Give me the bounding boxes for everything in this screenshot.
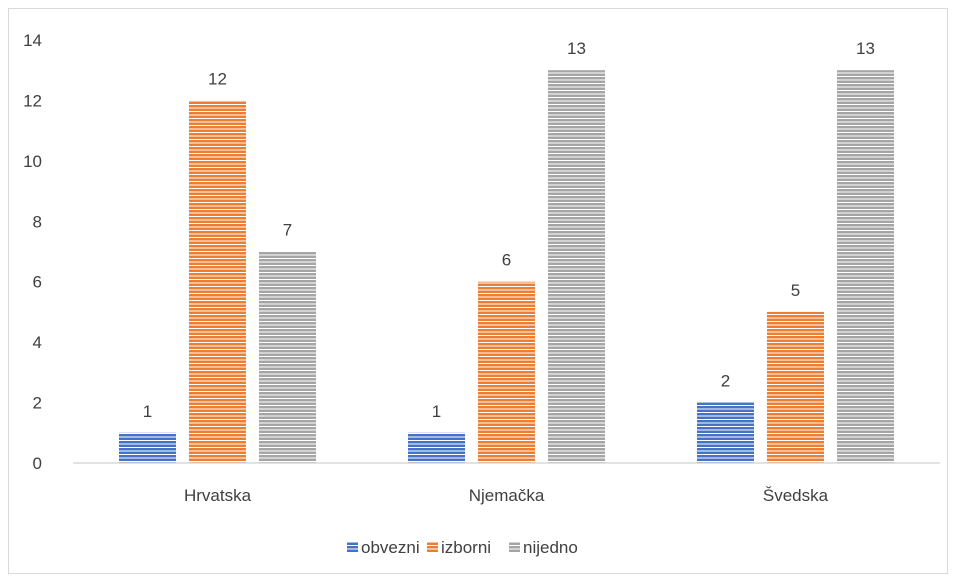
legend-swatch-izborni <box>427 542 438 553</box>
y-tick-label: 4 <box>33 333 42 352</box>
y-tick-label: 10 <box>23 152 42 171</box>
data-label: 6 <box>502 251 511 270</box>
bar-izborni <box>767 311 824 463</box>
bar-obvezni <box>697 402 754 463</box>
legend: obvezni izborni nijedno <box>347 538 578 557</box>
data-label: 13 <box>567 39 586 58</box>
x-axis-labels: Hrvatska Njemačka Švedska <box>184 486 829 505</box>
y-tick-label: 0 <box>33 454 42 473</box>
legend-label-obvezni: obvezni <box>361 538 420 557</box>
data-label: 7 <box>283 221 292 240</box>
x-tick-label: Hrvatska <box>184 486 252 505</box>
legend-swatch-nijedno <box>509 542 520 553</box>
y-axis-ticks: 0 2 4 6 8 10 12 14 <box>23 31 42 473</box>
data-labels: 1 12 7 1 6 13 2 5 13 <box>143 39 875 421</box>
y-tick-label: 2 <box>33 394 42 413</box>
bar-nijedno <box>548 70 605 463</box>
data-label: 12 <box>208 69 227 88</box>
bar-nijedno <box>259 251 316 463</box>
data-label: 2 <box>721 372 730 391</box>
legend-swatch-obvezni <box>347 542 358 553</box>
legend-label-izborni: izborni <box>441 538 491 557</box>
data-label: 1 <box>432 402 441 421</box>
bar-izborni <box>478 281 535 463</box>
y-tick-label: 14 <box>23 31 42 50</box>
data-label: 1 <box>143 402 152 421</box>
bar-izborni <box>189 100 246 463</box>
y-tick-label: 6 <box>33 273 42 292</box>
legend-label-nijedno: nijedno <box>523 538 578 557</box>
bar-nijedno <box>837 70 894 463</box>
x-tick-label: Njemačka <box>469 486 545 505</box>
x-tick-label: Švedska <box>763 486 829 505</box>
y-tick-label: 12 <box>23 91 42 110</box>
data-label: 13 <box>856 39 875 58</box>
y-tick-label: 8 <box>33 212 42 231</box>
bar-obvezni <box>408 432 465 463</box>
bar-obvezni <box>119 432 176 463</box>
bars <box>119 70 894 463</box>
data-label: 5 <box>791 281 800 300</box>
